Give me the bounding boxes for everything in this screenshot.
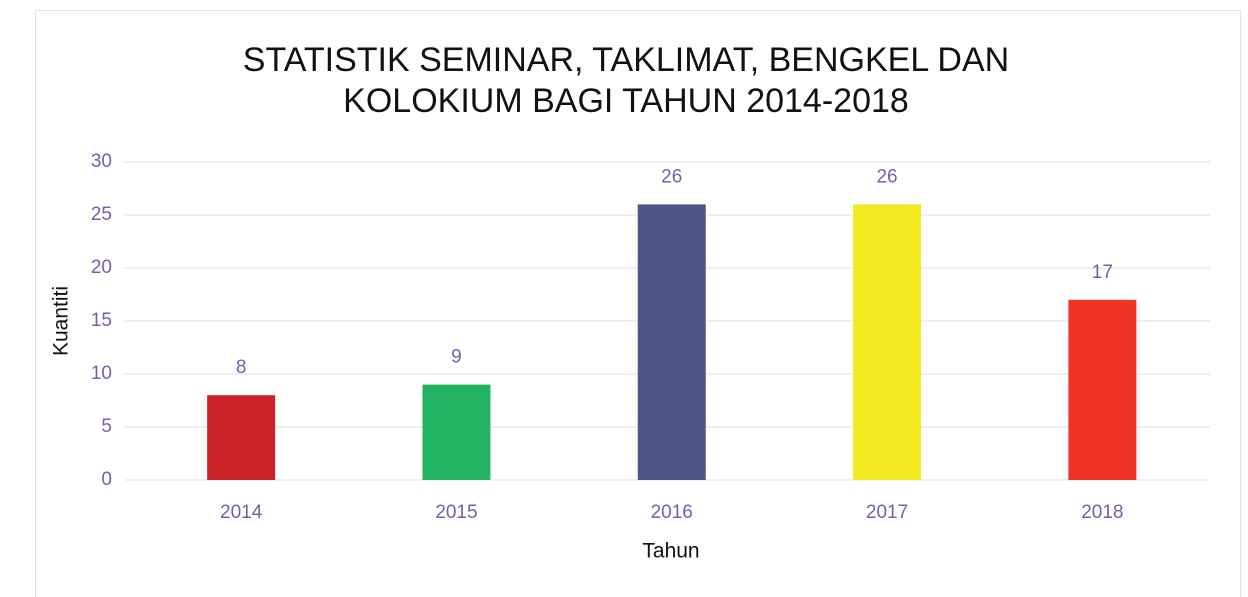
data-label: 26 xyxy=(661,166,682,187)
bar xyxy=(207,395,276,480)
y-tick-label: 30 xyxy=(91,151,112,172)
y-axis-label: Kuantiti xyxy=(50,286,73,356)
bar xyxy=(422,384,491,480)
y-tick-label: 5 xyxy=(101,416,112,437)
bar xyxy=(1068,299,1137,480)
x-tick-label: 2015 xyxy=(435,502,477,523)
bar xyxy=(853,204,922,480)
x-tick-label: 2016 xyxy=(651,502,693,523)
x-tick-label: 2017 xyxy=(866,502,908,523)
data-label: 8 xyxy=(236,357,247,378)
chart-title: KOLOKIUM BAGI TAHUN 2014-2018 xyxy=(343,82,909,120)
x-tick-label: 2018 xyxy=(1081,502,1123,523)
y-tick-label: 0 xyxy=(101,469,112,490)
x-tick-label: 2014 xyxy=(220,502,263,523)
data-label: 9 xyxy=(451,347,462,368)
bar xyxy=(637,204,706,480)
data-label: 17 xyxy=(1092,262,1113,283)
chart-title: STATISTIK SEMINAR, TAKLIMAT, BENGKEL DAN xyxy=(243,41,1009,79)
data-label: 26 xyxy=(876,166,897,187)
y-tick-label: 25 xyxy=(91,204,112,225)
y-tick-label: 20 xyxy=(91,257,112,278)
x-axis-label: Tahun xyxy=(642,540,699,563)
y-tick-label: 10 xyxy=(91,363,112,384)
y-tick-label: 15 xyxy=(91,310,112,331)
